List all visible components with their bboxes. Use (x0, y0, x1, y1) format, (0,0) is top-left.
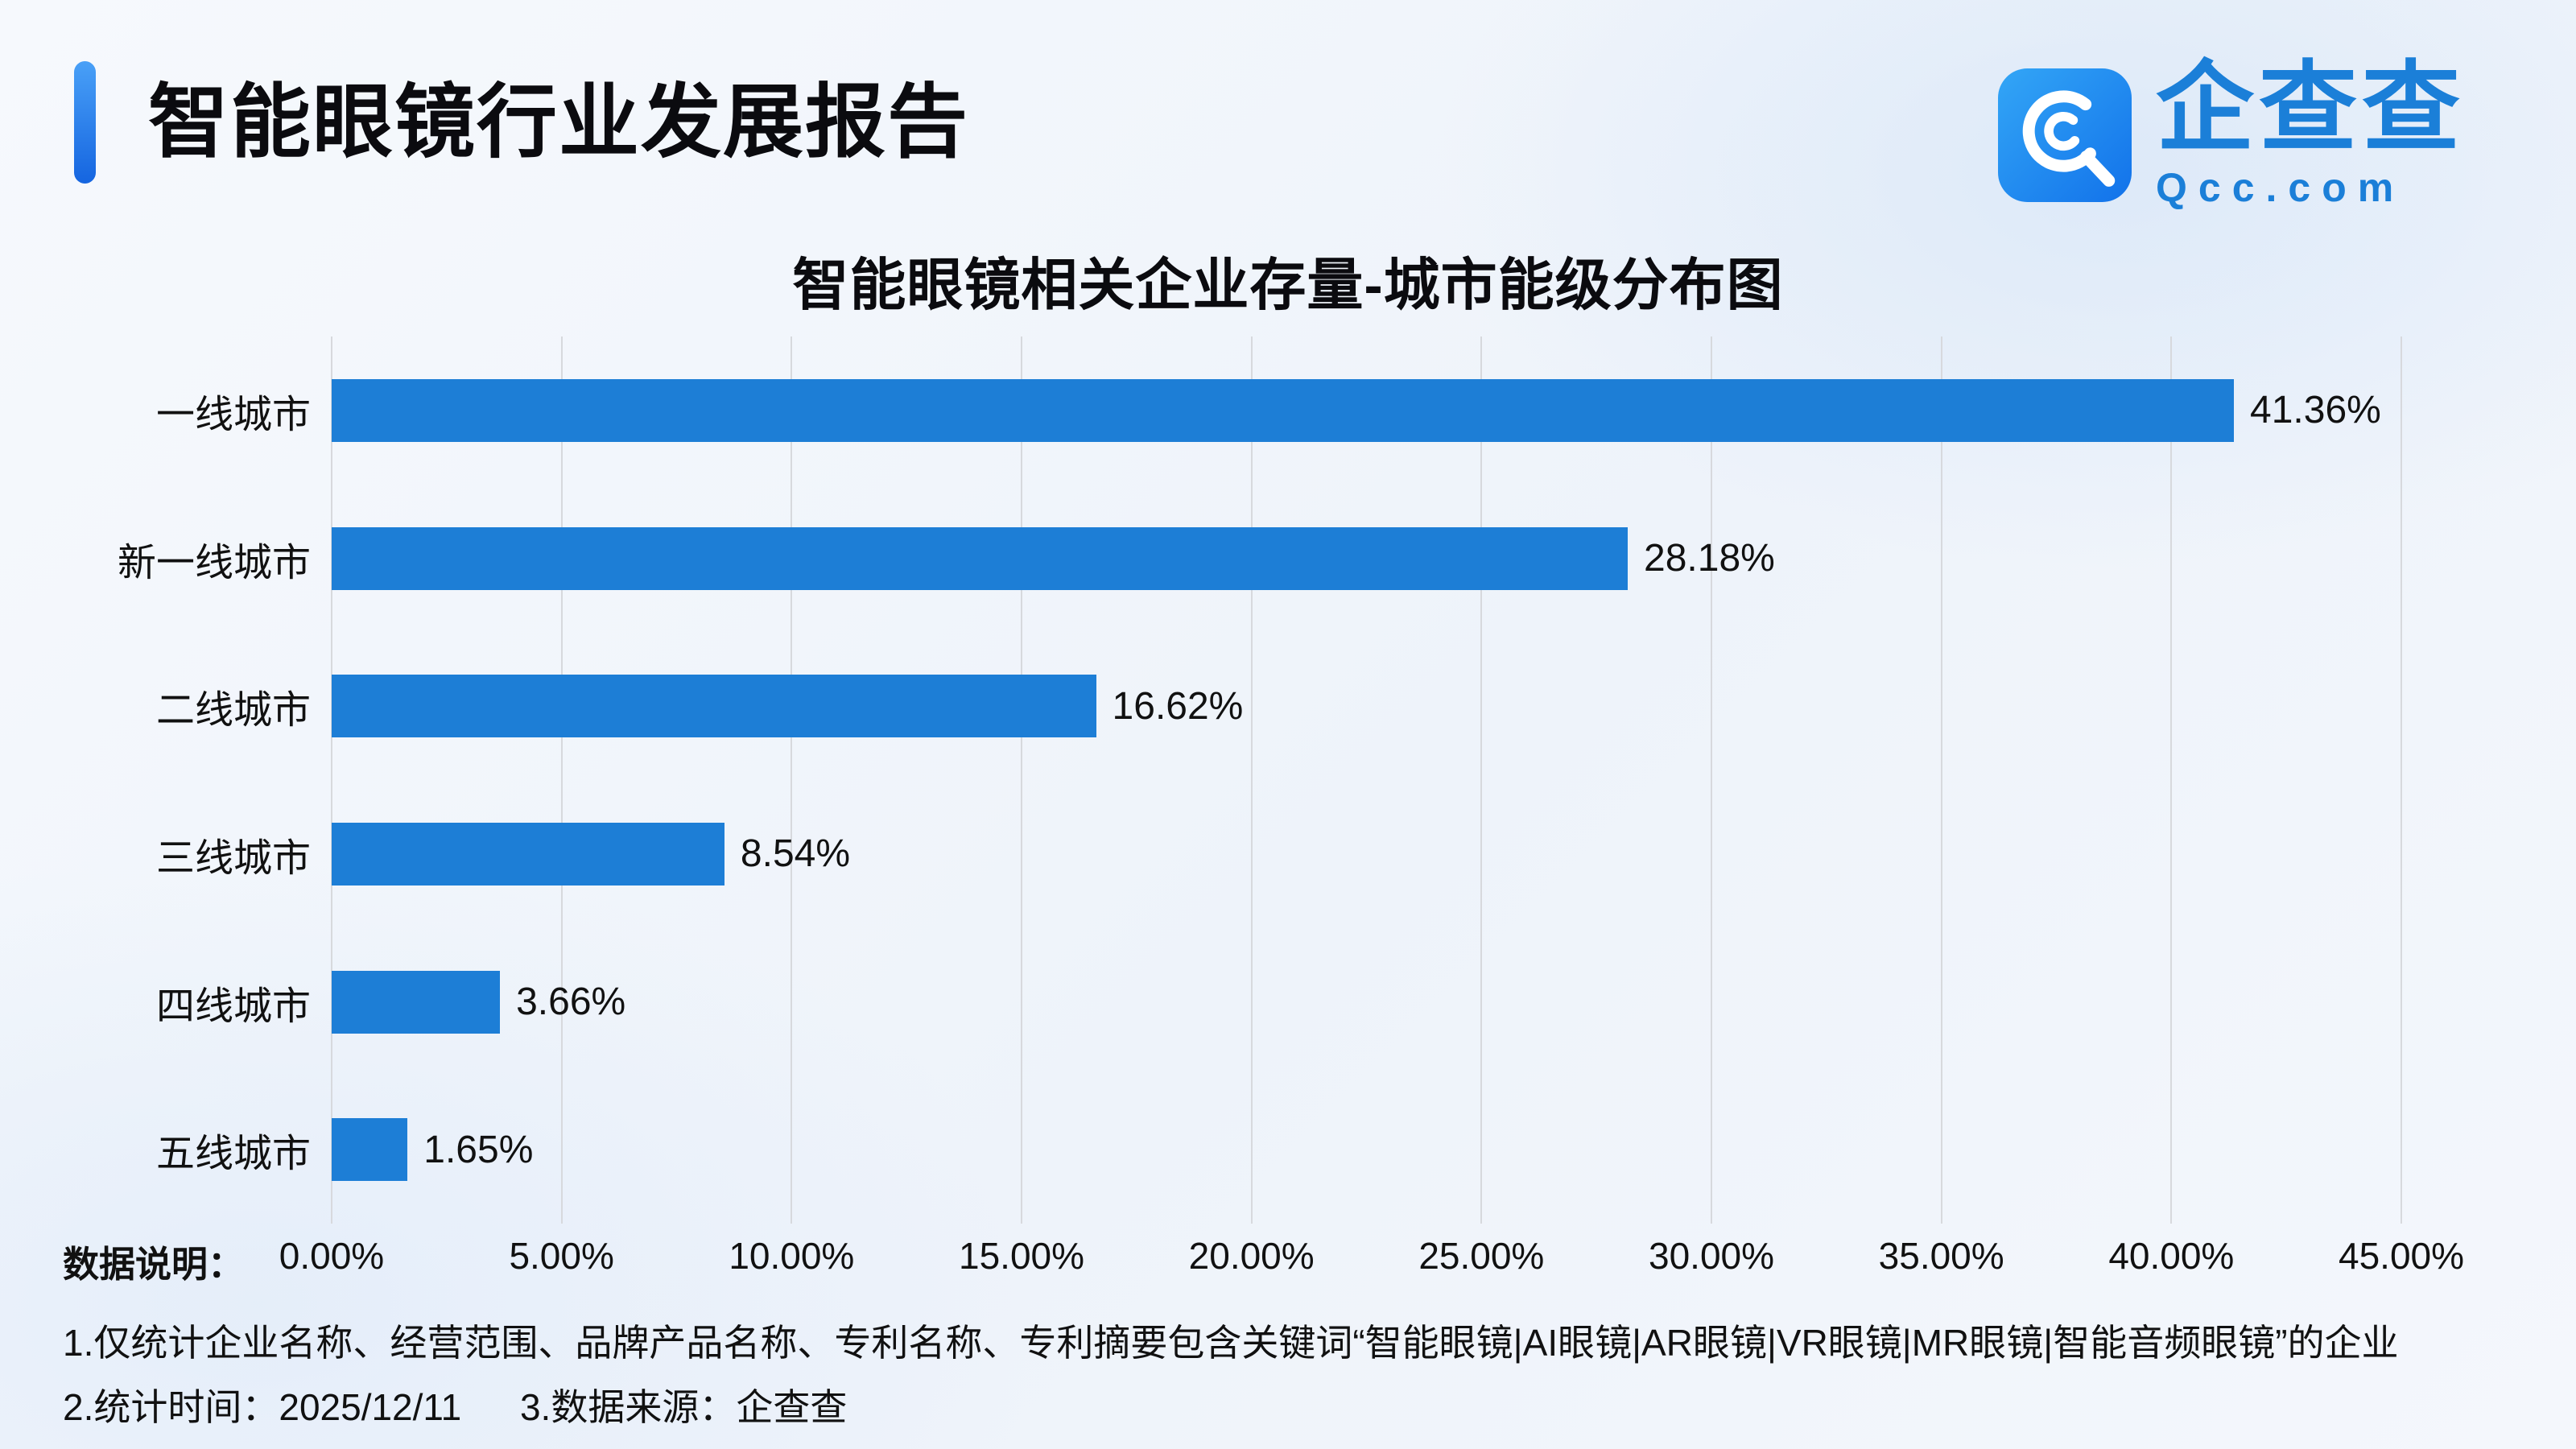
value-label: 28.18% (1644, 537, 1775, 580)
value-label: 16.62% (1112, 684, 1244, 728)
category-label: 五线城市 (155, 1133, 311, 1176)
bar (332, 526, 1629, 590)
grid-line (791, 336, 793, 1224)
value-label: 8.54% (740, 832, 851, 876)
bar-row: 一线城市 41.36% (0, 336, 2401, 485)
x-tick-label: 0.00% (279, 1235, 385, 1277)
bar-row: 新一线城市 28.18% (0, 485, 2401, 633)
grid-line (1480, 336, 1483, 1224)
footer-note-source: 3.数据来源：企查查 (519, 1386, 848, 1428)
category-label: 四线城市 (155, 985, 311, 1028)
bar-track: 8.54% (332, 780, 2401, 928)
category-label: 一线城市 (155, 393, 311, 436)
qcc-logo: 企查查 Qcc.com (1998, 53, 2465, 211)
x-tick-label: 30.00% (1648, 1235, 1775, 1277)
grid-line (1711, 336, 1712, 1224)
grid-line (560, 336, 563, 1224)
footer-note-2: 2.统计时间：2025/12/11 3.数据来源：企查查 (63, 1378, 847, 1431)
brand-domain: Qcc.com (2156, 165, 2405, 210)
footer-note-1: 1.仅统计企业名称、经营范围、品牌产品名称、专利名称、专利摘要包含关键词“智能眼… (63, 1322, 2399, 1364)
category-label: 二线城市 (155, 689, 311, 733)
grid-line (331, 336, 332, 1224)
chart-rows: 一线城市 41.36% 新一线城市 28.18% 二线城市 16.62% 三线城市 8.54%… (0, 336, 2401, 1224)
report-title: 智能眼镜行业发展报告 (148, 77, 969, 167)
x-tick-label: 40.00% (2108, 1235, 2235, 1277)
category-label: 三线城市 (155, 836, 311, 880)
x-tick-label: 25.00% (1418, 1235, 1545, 1277)
grid-line (1021, 336, 1022, 1224)
x-tick-label: 5.00% (509, 1235, 614, 1277)
value-label: 3.66% (516, 980, 626, 1024)
value-label: 1.65% (423, 1128, 534, 1171)
x-tick-label: 45.00% (2338, 1235, 2465, 1277)
bar (332, 378, 2235, 442)
bar-track: 41.36% (332, 336, 2401, 485)
footer-note-time: 2.统计时间：2025/12/11 (63, 1386, 462, 1428)
bar-row: 四线城市 3.66% (0, 928, 2401, 1076)
bar-track: 28.18% (332, 485, 2401, 633)
x-tick-label: 35.00% (1878, 1235, 2004, 1277)
value-label: 41.36% (2250, 389, 2381, 432)
grid-line (1940, 336, 1942, 1224)
x-tick-label: 20.00% (1188, 1235, 1315, 1277)
title-accent-bar (74, 61, 96, 184)
bar (332, 675, 1096, 738)
grid-line (1250, 336, 1253, 1224)
bar-track: 3.66% (332, 928, 2401, 1076)
bar (332, 822, 724, 886)
category-label: 新一线城市 (117, 541, 311, 584)
qcc-logo-text: 企查查 Qcc.com (2156, 53, 2465, 211)
chart-title: 智能眼镜相关企业存量-城市能级分布图 (792, 254, 1784, 316)
x-tick-label: 10.00% (729, 1235, 855, 1277)
bar (332, 1118, 408, 1182)
bar-row: 二线城市 16.62% (0, 632, 2401, 780)
bar-track: 1.65% (332, 1075, 2401, 1224)
chart-gridlines (331, 336, 2402, 1224)
bar (332, 970, 501, 1034)
grid-line (2170, 336, 2173, 1224)
bar-row: 三线城市 8.54% (0, 780, 2401, 928)
qcc-logo-icon (1998, 68, 2132, 202)
brand-name: 企查查 (2156, 53, 2465, 163)
bar-row: 五线城市 1.65% (0, 1075, 2401, 1224)
bar-track: 16.62% (332, 632, 2401, 780)
notes-label: 数据说明： (63, 1244, 245, 1285)
grid-line (2401, 336, 2402, 1224)
chart-x-axis: 0.00% 5.00% 10.00% 15.00% 20.00% 25.00% 30.00%… (279, 1234, 2464, 1282)
header: 智能眼镜行业发展报告 企查查 Qcc.com (0, 0, 2576, 211)
x-tick-label: 15.00% (958, 1235, 1085, 1277)
